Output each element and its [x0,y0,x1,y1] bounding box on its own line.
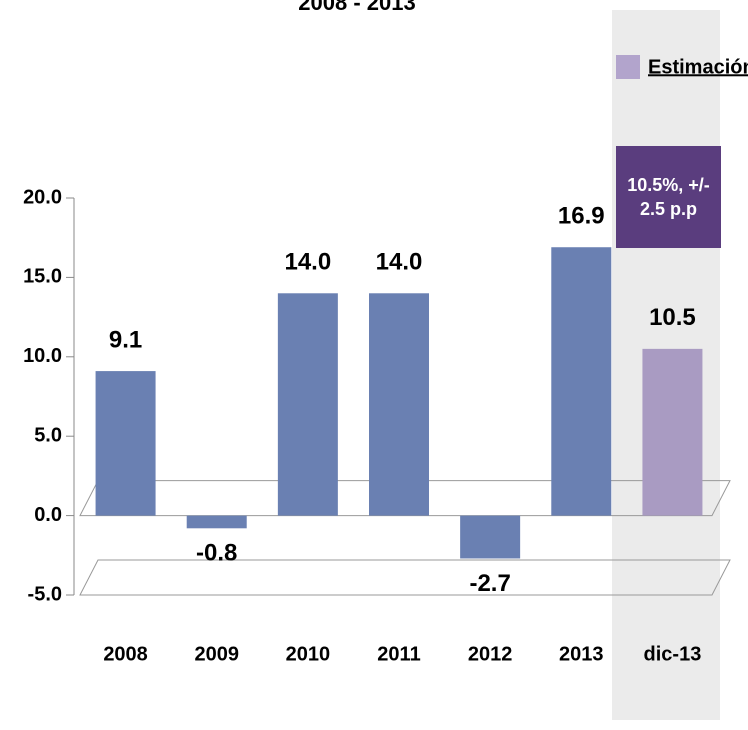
chart-title: 2008 - 2013 [298,0,415,15]
bar [369,293,429,516]
floor-line [79,559,731,596]
x-tick-label: 2011 [377,643,420,665]
x-tick-label: 2010 [286,643,331,665]
annotation-box [616,146,721,248]
bar [277,293,338,516]
y-tick-label: -5.0 [28,583,62,605]
bar [551,247,612,516]
y-tick-label: 0.0 [34,504,62,526]
legend-label: Estimación [648,56,748,78]
value-label: 10.5 [649,304,696,331]
y-tick-label: 10.0 [23,345,62,367]
value-label: -2.7 [469,570,510,597]
bar [460,515,521,559]
bar [186,515,247,529]
legend-swatch [616,55,640,79]
bar [642,348,703,516]
y-tick-label: 20.0 [23,186,62,208]
x-tick-label: 2008 [103,643,148,665]
x-tick-label: 2012 [468,643,513,665]
x-tick-label: 2013 [559,643,604,665]
x-tick-label: dic-13 [644,643,702,665]
value-label: -0.8 [196,540,237,567]
x-tick-label: 2009 [194,643,239,665]
value-label: 9.1 [109,326,142,353]
y-tick-label: 15.0 [23,266,62,288]
annotation-wrap: 10.5%, +/- 2.5 p.p [627,174,710,219]
value-label: 16.9 [558,203,605,230]
annotation: 10.5%, +/- 2.5 p.p [627,174,710,219]
value-label: 14.0 [284,249,331,276]
value-label: 14.0 [376,249,423,276]
bar [95,371,156,516]
y-tick-label: 5.0 [34,424,62,446]
